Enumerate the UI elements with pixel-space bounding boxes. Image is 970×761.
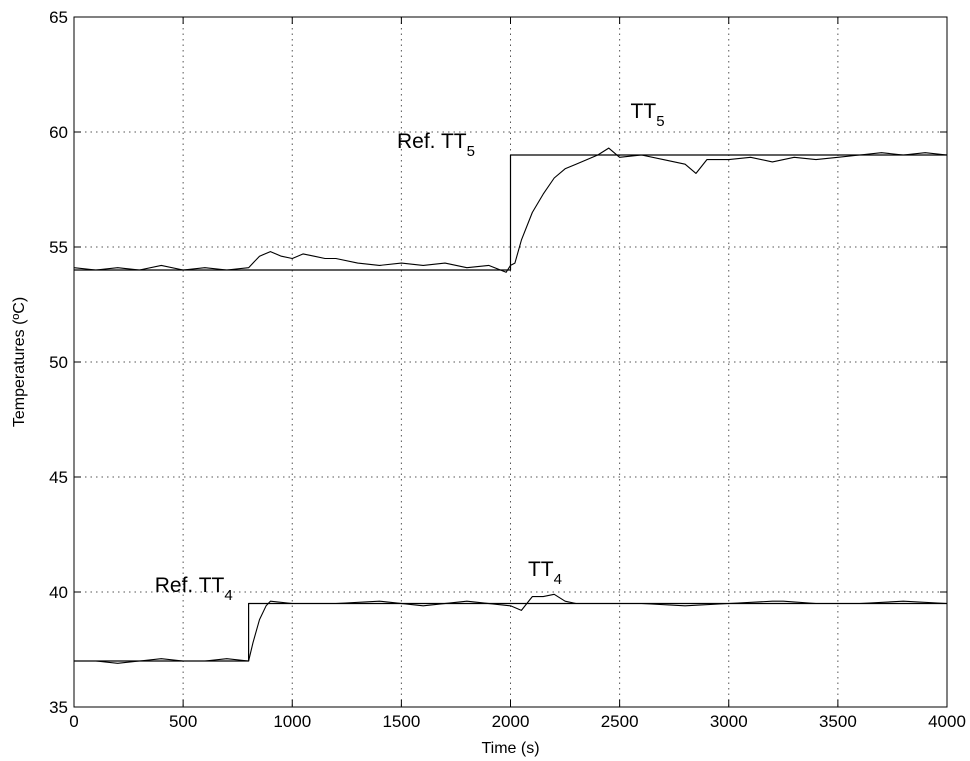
y-axis-label: Temperatures (ºC) <box>11 297 28 427</box>
series-line-tt4 <box>74 593 948 664</box>
x-tick-label: 3500 <box>819 712 857 731</box>
annotations-group: TT5 Ref. TT5 TT4 Ref. TT4 <box>155 100 665 604</box>
y-tick-label: 60 <box>49 123 68 142</box>
x-axis-label: Time (s) <box>481 740 539 757</box>
annotation-ref-tt5-label: Ref. TT5 <box>397 130 475 160</box>
grid <box>74 17 947 707</box>
annotation-tt5-label: TT5 <box>631 100 665 130</box>
x-tick-label: 500 <box>169 712 197 731</box>
x-tick-label: 0 <box>69 712 78 731</box>
y-tick-label: 50 <box>49 353 68 372</box>
series-line-ref-tt5 <box>74 154 947 271</box>
x-tick-label: 3000 <box>710 712 748 731</box>
annotation-ref-tt4-label: Ref. TT4 <box>155 574 233 604</box>
x-tick-label: 2500 <box>601 712 639 731</box>
y-tick-label: 45 <box>49 468 68 487</box>
x-tick-label: 2000 <box>492 712 530 731</box>
y-tick-label: 35 <box>49 698 68 717</box>
x-tick-label: 4000 <box>928 712 966 731</box>
series-group <box>73 147 948 664</box>
ticks-group: 0 500 1000 1500 2000 2500 3000 3500 4000 35 40 45 50… <box>49 8 966 731</box>
y-tick-label: 40 <box>49 583 68 602</box>
y-tick-label: 65 <box>49 8 68 27</box>
x-tick-label: 1500 <box>382 712 420 731</box>
annotation-tt4-label: TT4 <box>528 558 562 588</box>
y-tick-label: 55 <box>49 238 68 257</box>
series-line-tt5 <box>73 147 948 273</box>
x-tick-label: 1000 <box>273 712 311 731</box>
